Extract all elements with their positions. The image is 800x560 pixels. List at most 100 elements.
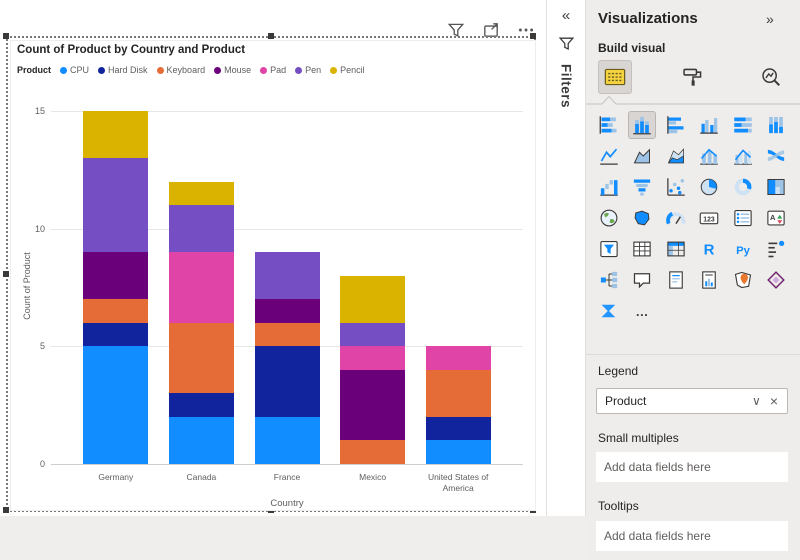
gallery-icon-get-more-visuals[interactable]: … bbox=[629, 298, 655, 324]
bar-segment-France-Pen[interactable] bbox=[254, 252, 320, 300]
legend-item-Mouse[interactable]: Mouse bbox=[214, 65, 251, 75]
bar-segment-Canada-Hard Disk[interactable] bbox=[168, 393, 234, 417]
x-category-label: Mexico bbox=[359, 472, 387, 482]
gallery-icon-table[interactable] bbox=[629, 236, 655, 262]
legend-item-Pad[interactable]: Pad bbox=[260, 65, 286, 75]
gallery-icon-line-chart[interactable] bbox=[596, 143, 622, 169]
x-axis-title: Country bbox=[270, 498, 304, 509]
bar-segment-Mexico-Pencil[interactable] bbox=[340, 275, 406, 323]
chevron-down-icon[interactable]: ∨ bbox=[752, 394, 761, 408]
bar-segment-Germany-Keyboard[interactable] bbox=[83, 299, 149, 323]
gallery-icon-card[interactable]: 123 bbox=[696, 205, 722, 231]
bar-segment-Germany-Pencil[interactable] bbox=[83, 111, 149, 159]
bar-segment-Germany-Hard Disk[interactable] bbox=[83, 322, 149, 347]
gallery-icon-paginated-report[interactable] bbox=[696, 267, 722, 293]
stacked-column-visual[interactable]: Count of Product by Country and Product … bbox=[10, 40, 536, 511]
tab-build-visual[interactable] bbox=[598, 60, 632, 94]
svg-text:123: 123 bbox=[703, 217, 715, 224]
bar-segment-Germany-CPU[interactable] bbox=[83, 346, 149, 464]
tab-format-visual[interactable] bbox=[676, 60, 710, 94]
gallery-icon-gauge[interactable] bbox=[663, 205, 689, 231]
more-options-icon[interactable] bbox=[516, 20, 536, 40]
legend-label: CPU bbox=[70, 65, 90, 75]
bar-segment-United States of America-Keyboard[interactable] bbox=[425, 369, 491, 417]
gallery-icon-slicer[interactable] bbox=[596, 236, 622, 262]
legend-item-Pencil[interactable]: Pencil bbox=[330, 65, 365, 75]
bar-segment-Canada-Pad[interactable] bbox=[168, 252, 234, 323]
legend-item-CPU[interactable]: CPU bbox=[60, 65, 89, 75]
resize-handle-mid-left[interactable] bbox=[3, 271, 9, 277]
bar-segment-Mexico-Pen[interactable] bbox=[340, 322, 406, 347]
report-canvas: Count of Product by Country and Product … bbox=[0, 20, 586, 560]
gallery-icon-power-apps-visual[interactable] bbox=[763, 267, 789, 293]
gallery-icon-key-influencers[interactable] bbox=[763, 236, 789, 262]
gallery-icon-stacked-bar-chart[interactable] bbox=[596, 112, 622, 138]
bar-segment-Canada-Pencil[interactable] bbox=[168, 181, 234, 206]
legend-item-Keyboard[interactable]: Keyboard bbox=[156, 65, 205, 75]
chart-legend: Product CPU Hard Disk Keyboard Mouse Pad Pen P… bbox=[17, 63, 365, 77]
gallery-icon-area-chart[interactable] bbox=[629, 143, 655, 169]
bar-segment-Mexico-Keyboard[interactable] bbox=[340, 440, 406, 464]
bar-segment-Mexico-Pad[interactable] bbox=[340, 346, 406, 370]
bar-segment-United States of America-Pad[interactable] bbox=[425, 346, 491, 370]
legend-label: Hard Disk bbox=[108, 65, 148, 75]
filters-tab-label[interactable]: Filters bbox=[558, 64, 574, 109]
gallery-icon-matrix[interactable] bbox=[663, 236, 689, 262]
bar-segment-Canada-Pen[interactable] bbox=[168, 205, 234, 253]
gallery-icon-scatter-chart[interactable] bbox=[663, 174, 689, 200]
gallery-icon-decomposition-tree[interactable] bbox=[596, 267, 622, 293]
bar-segment-United States of America-Hard Disk[interactable] bbox=[425, 416, 491, 441]
gallery-icon-kpi[interactable]: A bbox=[763, 205, 789, 231]
gallery-icon-arcgis-map[interactable] bbox=[730, 267, 756, 293]
gallery-icon-line-and-clustered-column-chart[interactable] bbox=[730, 143, 756, 169]
gallery-icon-python-visual[interactable]: Py bbox=[730, 236, 756, 262]
legend-section-label: Legend bbox=[598, 364, 639, 378]
gallery-icon-pie-chart[interactable] bbox=[696, 174, 722, 200]
bar-segment-Germany-Mouse[interactable] bbox=[83, 252, 149, 300]
remove-field-icon[interactable]: × bbox=[769, 393, 778, 409]
gallery-icon-map[interactable] bbox=[596, 205, 622, 231]
bar-segment-Germany-Pen[interactable] bbox=[83, 158, 149, 253]
gallery-icon-clustered-bar-chart[interactable] bbox=[663, 112, 689, 138]
gallery-icon-donut-chart[interactable] bbox=[730, 174, 756, 200]
gallery-icon-ribbon-chart[interactable] bbox=[763, 143, 789, 169]
gallery-icon-filled-map[interactable] bbox=[629, 205, 655, 231]
bar-segment-France-CPU[interactable] bbox=[254, 416, 320, 464]
resize-handle-bottom-left[interactable] bbox=[3, 507, 9, 513]
gallery-icon-clustered-column-chart[interactable] bbox=[696, 112, 722, 138]
bar-segment-Mexico-Mouse[interactable] bbox=[340, 369, 406, 441]
gallery-icon-stacked-column-chart[interactable] bbox=[628, 111, 657, 139]
resize-handle-top-right[interactable] bbox=[530, 33, 536, 39]
gallery-icon-waterfall-chart[interactable] bbox=[596, 174, 622, 200]
gallery-icon-pct-stacked-column-chart[interactable] bbox=[763, 112, 789, 138]
legend-item-Pen[interactable]: Pen bbox=[295, 65, 321, 75]
gallery-icon-multi-row-card[interactable] bbox=[730, 205, 756, 231]
bar-segment-France-Hard Disk[interactable] bbox=[254, 346, 320, 417]
filters-expand-icon[interactable]: « bbox=[561, 7, 571, 24]
gallery-icon-smart-narrative[interactable] bbox=[663, 267, 689, 293]
gallery-icon-r-script-visual[interactable]: R bbox=[696, 236, 722, 262]
resize-handle-top-left[interactable] bbox=[3, 33, 9, 39]
bar-segment-United States of America-CPU[interactable] bbox=[425, 440, 491, 464]
resize-handle-top-center[interactable] bbox=[268, 33, 274, 39]
bar-segment-Canada-Keyboard[interactable] bbox=[168, 322, 234, 394]
filter-icon[interactable] bbox=[446, 20, 466, 40]
tab-analytics[interactable] bbox=[754, 60, 788, 94]
gallery-icon-line-and-stacked-column-chart[interactable] bbox=[696, 143, 722, 169]
pane-collapse-icon[interactable]: » bbox=[766, 11, 774, 27]
gallery-icon-pct-stacked-bar-chart[interactable] bbox=[730, 112, 756, 138]
x-axis-labels: Germany Canada France Mexico United States o… bbox=[73, 468, 501, 494]
gallery-icon-stacked-area-chart[interactable] bbox=[663, 143, 689, 169]
gallery-icon-treemap[interactable] bbox=[763, 174, 789, 200]
tooltips-dropzone[interactable]: Add data fields here bbox=[596, 521, 788, 551]
small-multiples-dropzone[interactable]: Add data fields here bbox=[596, 452, 788, 482]
bar-segment-Canada-CPU[interactable] bbox=[168, 416, 234, 464]
legend-item-Hard Disk[interactable]: Hard Disk bbox=[98, 65, 148, 75]
bar-segment-France-Mouse[interactable] bbox=[254, 299, 320, 323]
legend-field-pill[interactable]: Product ∨ × bbox=[596, 388, 788, 414]
gallery-icon-power-automate-visual[interactable] bbox=[596, 298, 622, 324]
gallery-icon-q-and-a[interactable] bbox=[629, 267, 655, 293]
gallery-icon-funnel-chart[interactable] bbox=[629, 174, 655, 200]
bar-segment-France-Keyboard[interactable] bbox=[254, 322, 320, 347]
x-category-label: Canada bbox=[186, 472, 217, 482]
